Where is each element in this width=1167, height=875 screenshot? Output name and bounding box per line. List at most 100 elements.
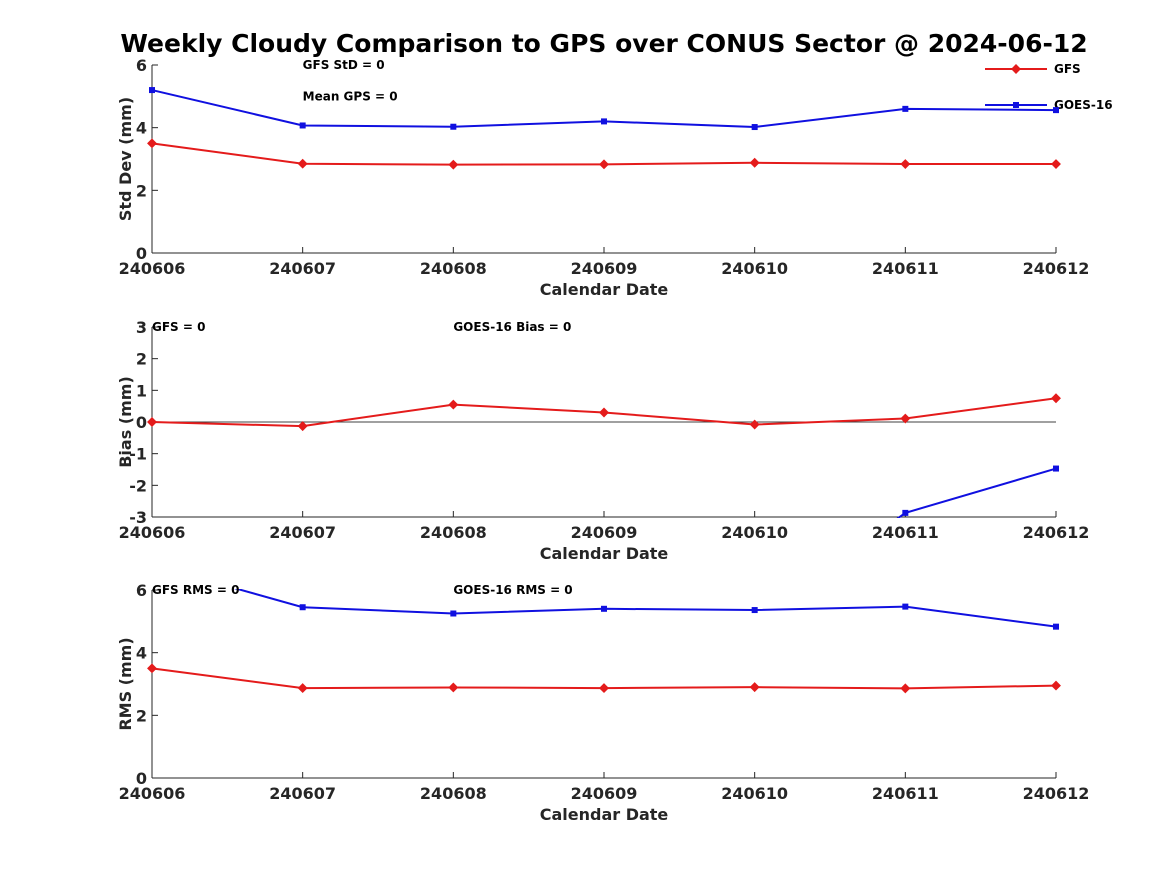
data-point-gfs <box>448 682 459 693</box>
data-point-goes16 <box>1053 623 1059 630</box>
x-tick-label: 240607 <box>269 259 336 278</box>
data-point-gfs <box>1051 393 1061 404</box>
data-point-goes16 <box>149 87 155 94</box>
series-goes16 <box>300 465 1059 647</box>
legend-label-gfs: GFS <box>1054 62 1081 76</box>
x-tick-label: 240611 <box>872 259 939 278</box>
legend-label-goes16: GOES-16 <box>1054 98 1113 112</box>
series-gfs <box>147 138 1061 170</box>
data-point-goes16 <box>1053 465 1059 472</box>
data-point-goes16 <box>450 123 457 130</box>
data-point-goes16 <box>902 509 909 516</box>
y-tick-label: 2 <box>136 181 147 200</box>
x-axis-label: Calendar Date <box>540 805 669 824</box>
legend-entry-goes16: GOES-16 <box>985 98 1113 112</box>
x-tick-label: 240608 <box>420 259 487 278</box>
y-tick-label: 6 <box>136 581 147 600</box>
data-point-goes16 <box>752 619 758 625</box>
data-point-gfs <box>599 407 609 418</box>
data-point-goes16 <box>299 604 306 611</box>
series-goes16 <box>149 562 1059 630</box>
data-point-goes16 <box>902 603 909 610</box>
data-point-gfs <box>448 399 459 410</box>
data-point-gfs <box>599 683 609 694</box>
data-point-goes16 <box>902 105 909 112</box>
data-point-goes16 <box>1053 107 1059 114</box>
panel-std-dev: 240606 240607 240608 240609 240610 240611 2406… <box>116 56 1089 299</box>
data-point-gfs <box>147 663 157 674</box>
y-tick-label: 4 <box>136 119 147 138</box>
legend-entry-gfs: GFS <box>985 62 1081 76</box>
data-point-goes16 <box>299 122 306 129</box>
series-line-goes16 <box>896 467 1057 518</box>
x-tick-label: 240610 <box>721 784 788 803</box>
data-point-goes16 <box>751 607 758 614</box>
annotation: GOES-16 Bias = 0 <box>453 320 571 334</box>
x-tick-label: 240612 <box>1023 784 1090 803</box>
x-axis-label: Calendar Date <box>540 544 669 563</box>
data-point-gfs <box>297 683 308 694</box>
annotation: Mean GPS = 0 <box>303 89 398 103</box>
x-tick-label: 240610 <box>721 259 788 278</box>
annotation: GOES-16 RMS = 0 <box>453 583 572 597</box>
x-tick-label: 240606 <box>119 784 186 803</box>
y-tick-label: -3 <box>129 508 147 527</box>
series-goes16 <box>149 87 1059 131</box>
data-point-gfs <box>448 159 459 170</box>
data-point-gfs <box>599 159 609 170</box>
series-line-goes16 <box>234 589 1057 628</box>
x-axis-label: Calendar Date <box>540 280 669 299</box>
data-point-gfs <box>147 138 157 149</box>
x-tick-label: 240609 <box>571 784 638 803</box>
y-tick-label: 4 <box>136 644 147 663</box>
x-tick-label: 240608 <box>420 523 487 542</box>
annotation: GFS = 0 <box>152 320 205 334</box>
x-tick-label: 240609 <box>571 259 638 278</box>
y-axis-label: Std Dev (mm) <box>116 97 135 221</box>
data-point-gfs <box>297 158 308 169</box>
x-tick-label: 240608 <box>420 784 487 803</box>
y-tick-label: 1 <box>136 381 147 400</box>
x-tick-label: 240607 <box>269 523 336 542</box>
series-gfs <box>147 663 1061 694</box>
y-axis-label: Bias (mm) <box>116 376 135 468</box>
x-tick-label: 240606 <box>119 259 186 278</box>
series-gfs <box>147 393 1061 432</box>
main-title: Weekly Cloudy Comparison to GPS over CON… <box>120 29 1087 58</box>
data-point-goes16 <box>751 124 758 131</box>
panel-bias: 240606 240607 240608 240609 240610 240611 2406… <box>116 318 1090 647</box>
panel-rms: 240606 240607 240608 240609 240610 240611 2406… <box>116 562 1090 824</box>
x-tick-label: 240609 <box>571 523 638 542</box>
data-point-gfs <box>749 682 760 693</box>
legend: GFS GOES-16 <box>985 62 1113 112</box>
x-tick-label: 240612 <box>1023 259 1090 278</box>
data-point-goes16 <box>300 641 306 647</box>
x-tick-label: 240612 <box>1023 523 1090 542</box>
data-point-goes16 <box>149 562 155 568</box>
data-point-gfs <box>1051 159 1061 169</box>
data-point-goes16 <box>450 596 456 602</box>
y-axis-label: RMS (mm) <box>116 637 135 730</box>
x-tick-label: 240607 <box>269 784 336 803</box>
x-tick-label: 240611 <box>872 523 939 542</box>
x-tick-label: 240611 <box>872 784 939 803</box>
y-tick-label: -2 <box>129 476 147 495</box>
data-point-gfs <box>900 413 911 424</box>
y-tick-label: 2 <box>136 706 147 725</box>
y-tick-label: 0 <box>136 769 147 788</box>
data-point-goes16 <box>601 605 607 612</box>
data-point-goes16 <box>450 610 457 617</box>
y-tick-label: 6 <box>136 56 147 75</box>
data-point-gfs <box>147 417 157 427</box>
legend-marker-goes16 <box>1013 102 1019 108</box>
y-tick-label: 3 <box>136 318 147 337</box>
y-tick-label: 0 <box>136 413 147 432</box>
data-point-gfs <box>297 421 308 432</box>
annotation: GFS RMS = 0 <box>152 583 239 597</box>
data-point-goes16 <box>601 118 607 125</box>
annotation: GFS StD = 0 <box>303 58 385 72</box>
data-point-gfs <box>749 419 760 430</box>
y-tick-label: -1 <box>129 445 147 464</box>
y-tick-label: 2 <box>136 350 147 369</box>
data-point-gfs <box>900 683 911 694</box>
